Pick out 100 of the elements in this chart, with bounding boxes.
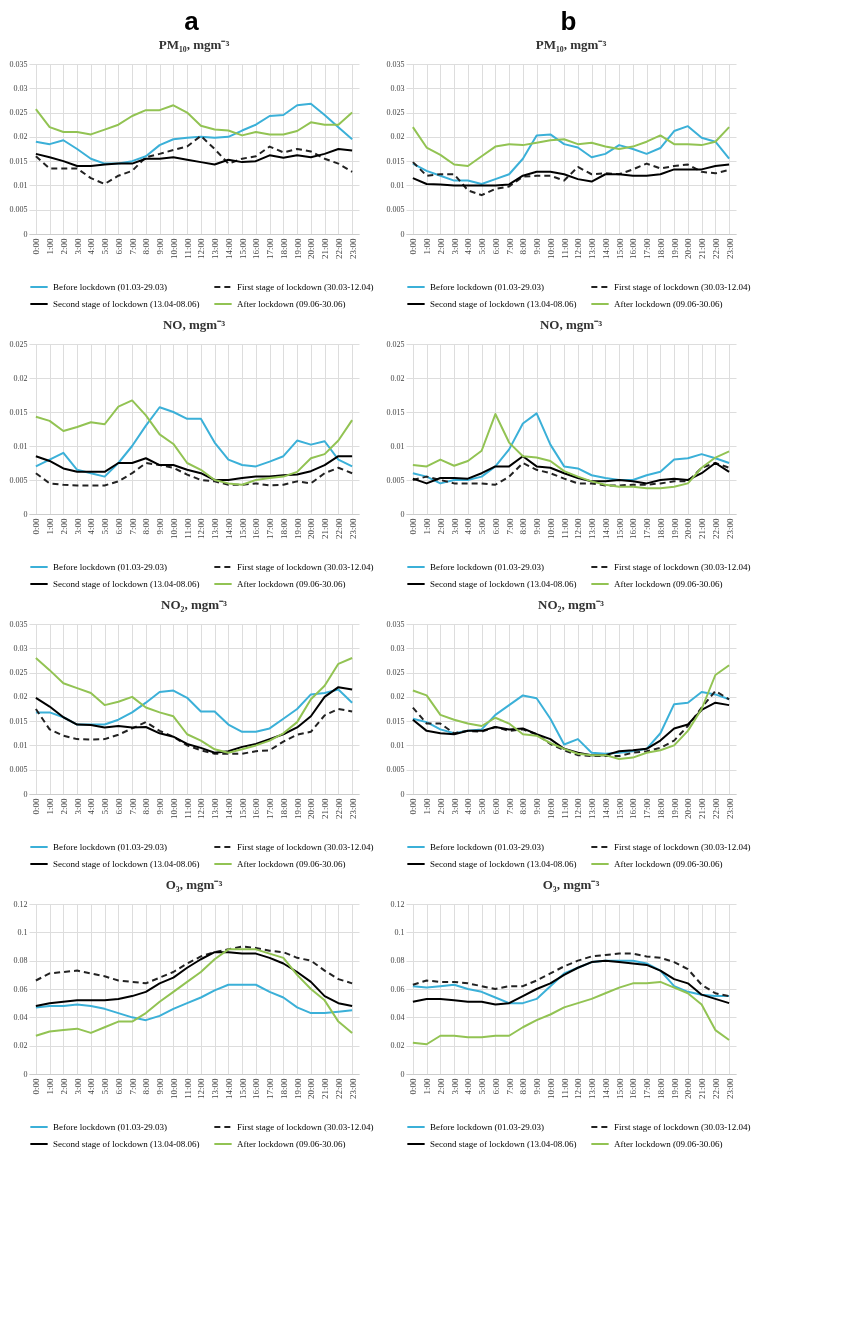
x-tick-label: 5:00	[100, 1078, 111, 1095]
x-tick-label: 10:00	[545, 518, 556, 540]
y-tick-label: 0.01	[13, 740, 28, 750]
x-tick-label: 3:00	[72, 798, 83, 815]
y-tick-label: 0.015	[386, 716, 405, 726]
y-tick-label: 0	[23, 229, 28, 239]
x-tick-label: 11:00	[182, 238, 193, 259]
line-series	[34, 406, 354, 478]
x-tick-label: 0:00	[31, 1078, 42, 1095]
chart-title: NO₂, mgm⁻³	[161, 597, 228, 612]
x-tick-label: 19:00	[669, 518, 680, 540]
x-tick-label: 0:00	[408, 238, 419, 255]
x-tick-label: 16:00	[628, 1078, 639, 1100]
x-tick-label: 13:00	[587, 518, 598, 540]
y-tick-label: 0.035	[386, 619, 405, 629]
legend-label: Second stage of lockdown (13.04-08.06)	[430, 859, 577, 869]
x-tick-label: 11:00	[559, 798, 570, 819]
line-series	[34, 945, 354, 985]
x-tick-label: 21:00	[320, 798, 331, 820]
x-tick-label: 3:00	[449, 518, 460, 535]
x-tick-label: 4:00	[86, 518, 97, 535]
x-tick-label: 16:00	[628, 798, 639, 820]
legend-label: Second stage of lockdown (13.04-08.06)	[430, 1139, 577, 1149]
y-tick-label: 0.035	[9, 59, 28, 69]
x-tick-label: 19:00	[669, 798, 680, 820]
x-tick-label: 15:00	[237, 798, 248, 820]
x-tick-label: 22:00	[710, 238, 721, 260]
y-tick-label: 0.02	[13, 373, 28, 383]
line-series	[34, 104, 354, 137]
y-tick-label: 0.005	[9, 205, 28, 215]
x-tick-label: 5:00	[477, 238, 488, 255]
legend-label: Second stage of lockdown (13.04-08.06)	[430, 299, 577, 309]
y-tick-label: 0.035	[9, 619, 28, 629]
y-tick-label: 0.12	[13, 899, 28, 909]
x-tick-label: 13:00	[210, 798, 221, 820]
line-series	[411, 125, 731, 185]
x-tick-label: 4:00	[86, 1078, 97, 1095]
y-tick-label: 0.015	[9, 716, 28, 726]
y-tick-label: 0.04	[390, 1012, 405, 1022]
x-tick-label: 20:00	[683, 798, 694, 820]
x-tick-label: 4:00	[463, 518, 474, 535]
x-tick-label: 3:00	[72, 238, 83, 255]
x-tick-label: 18:00	[278, 518, 289, 540]
line-series	[34, 462, 354, 487]
x-tick-label: 2:00	[435, 518, 446, 535]
x-tick-label: 12:00	[196, 798, 207, 820]
y-tick-label: 0.03	[390, 643, 405, 653]
x-tick-label: 21:00	[320, 518, 331, 540]
x-tick-label: 13:00	[587, 1078, 598, 1100]
x-tick-label: 11:00	[559, 238, 570, 259]
x-tick-label: 13:00	[210, 238, 221, 260]
x-tick-label: 16:00	[628, 238, 639, 260]
x-tick-label: 11:00	[559, 518, 570, 539]
x-tick-label: 8:00	[518, 238, 529, 255]
x-tick-label: 5:00	[100, 518, 111, 535]
chart-title: O₃, mgm⁻³	[542, 877, 600, 892]
y-tick-label: 0.06	[390, 984, 405, 994]
x-tick-label: 8:00	[141, 238, 152, 255]
legend-label: Second stage of lockdown (13.04-08.06)	[53, 299, 200, 309]
line-series	[34, 688, 354, 733]
x-tick-label: 4:00	[463, 1078, 474, 1095]
x-tick-label: 15:00	[614, 238, 625, 260]
y-tick-label: 0.015	[9, 407, 28, 417]
line-series	[34, 399, 354, 486]
y-tick-label: 0.02	[390, 373, 405, 383]
x-tick-label: 20:00	[683, 1078, 694, 1100]
x-tick-label: 17:00	[265, 518, 276, 540]
x-tick-label: 4:00	[86, 798, 97, 815]
legend-label: After lockdown (09.06-30.06)	[237, 579, 346, 589]
x-tick-label: 15:00	[237, 518, 248, 540]
x-tick-label: 14:00	[223, 518, 234, 540]
legend-label: After lockdown (09.06-30.06)	[237, 1139, 346, 1149]
x-tick-label: 10:00	[168, 1078, 179, 1100]
y-tick-label: 0.025	[9, 668, 28, 678]
x-tick-label: 9:00	[155, 1078, 166, 1095]
line-series	[34, 708, 354, 755]
y-tick-label: 0.12	[390, 899, 405, 909]
x-tick-label: 10:00	[545, 238, 556, 260]
x-tick-label: 18:00	[278, 1078, 289, 1100]
x-tick-label: 20:00	[306, 518, 317, 540]
x-tick-label: 6:00	[113, 798, 124, 815]
x-tick-label: 23:00	[724, 1078, 735, 1100]
chart-title: NO₂, mgm⁻³	[538, 597, 605, 612]
y-tick-label: 0.015	[386, 156, 405, 166]
line-series	[411, 163, 731, 187]
x-tick-label: 20:00	[683, 518, 694, 540]
x-tick-label: 2:00	[435, 798, 446, 815]
x-tick-label: 14:00	[600, 518, 611, 540]
y-tick-label: 0	[400, 509, 405, 519]
x-tick-label: 18:00	[278, 798, 289, 820]
chart-title: O₃, mgm⁻³	[165, 877, 223, 892]
x-tick-label: 21:00	[320, 1078, 331, 1100]
x-tick-label: 7:00	[504, 518, 515, 535]
legend-label: After lockdown (09.06-30.06)	[614, 299, 723, 309]
x-tick-label: 20:00	[306, 1078, 317, 1100]
x-tick-label: 9:00	[155, 238, 166, 255]
x-tick-label: 2:00	[58, 238, 69, 255]
y-tick-label: 0.03	[13, 643, 28, 653]
x-tick-label: 6:00	[113, 238, 124, 255]
line-series	[411, 126, 731, 167]
